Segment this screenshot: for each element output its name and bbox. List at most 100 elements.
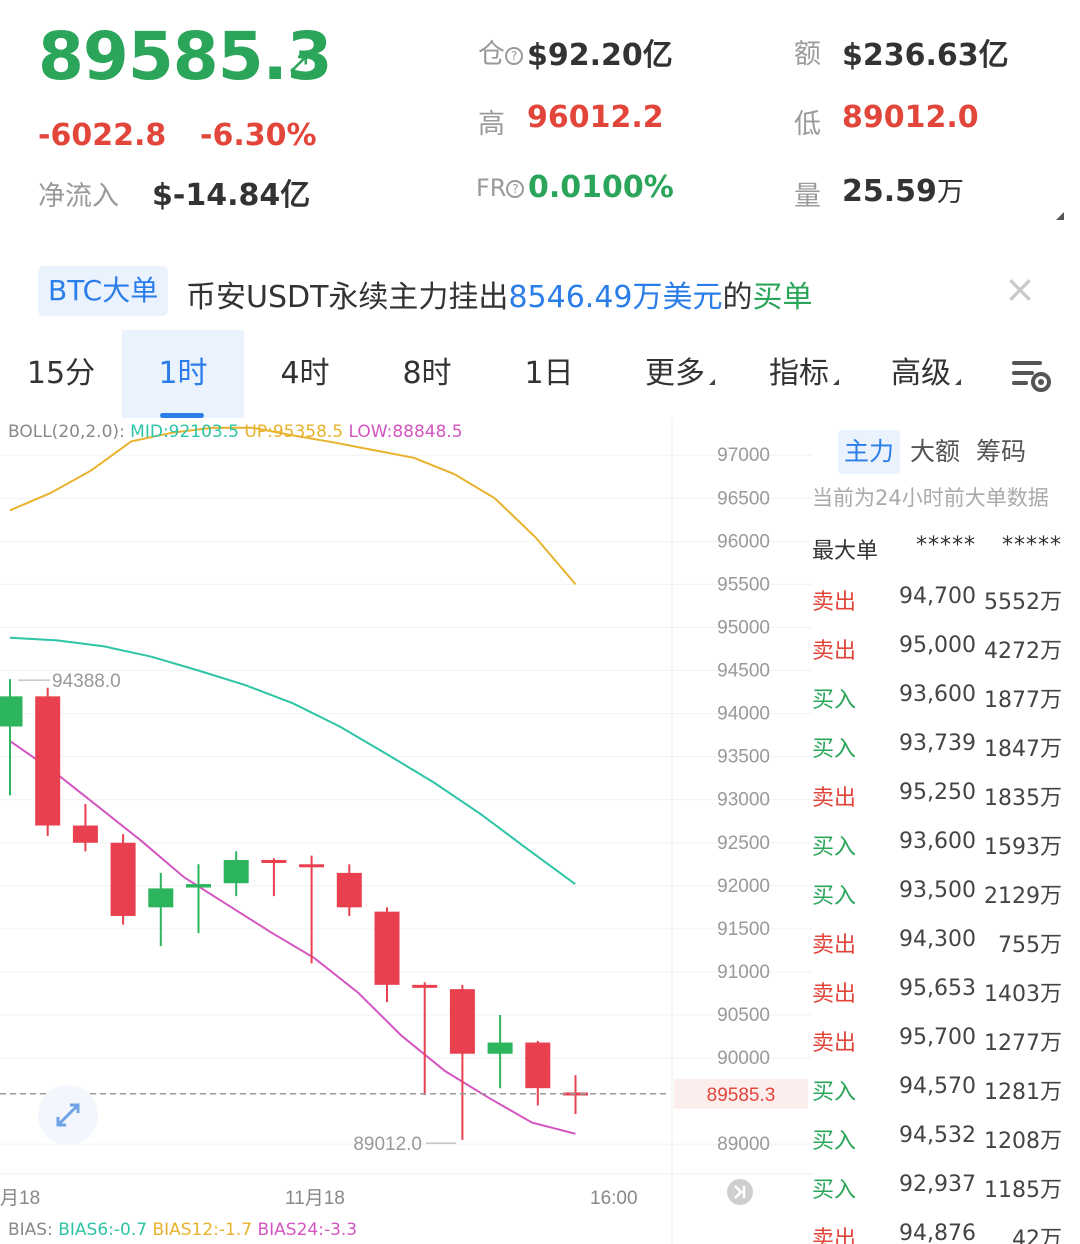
btc-big-order-badge[interactable]: BTC大单 [38, 266, 169, 316]
order-row[interactable]: 卖出 95,653 1403万 [812, 976, 1074, 1007]
expand-corner-icon[interactable] [1056, 212, 1064, 220]
tab-label: 指标 [769, 356, 829, 391]
order-row[interactable]: 卖出 94,300 755万 [812, 927, 1074, 958]
chart-settings-button[interactable] [996, 330, 1066, 418]
net-inflow-value: $-14.84亿 [152, 178, 311, 213]
scroll-latest-icon[interactable] [727, 1179, 753, 1205]
order-row[interactable]: 卖出 95,700 1277万 [812, 1025, 1074, 1056]
close-icon[interactable]: × [1004, 267, 1036, 311]
order-side: 卖出 [812, 786, 857, 811]
tab-15m[interactable]: 15分 [0, 330, 122, 418]
x-tick-label: 月18 [0, 1188, 40, 1209]
order-row[interactable]: 卖出 95,250 1835万 [812, 780, 1074, 811]
open-interest-label-text: 仓 [478, 39, 505, 70]
order-side: 卖出 [812, 639, 857, 664]
candlestick-chart[interactable]: 97000 96500 96000 95500 95000 94500 94000 93500… [0, 418, 812, 1244]
order-price: 93,500 [899, 878, 976, 903]
y-tick-label: 94000 [717, 704, 770, 725]
order-row[interactable]: 卖出 95,000 4272万 [812, 633, 1074, 664]
dropdown-corner-icon [955, 379, 961, 385]
order-row[interactable]: 买入 94,570 1281万 [812, 1074, 1074, 1105]
help-icon[interactable]: ? [506, 180, 525, 198]
order-price: 93,600 [899, 829, 976, 854]
banner-amount: 8546.49万美元 [508, 280, 723, 315]
funding-rate-value: 0.0100% [528, 170, 674, 205]
order-amount: 1593万 [984, 835, 1062, 860]
order-price: 94,300 [899, 927, 976, 952]
candle-body [299, 864, 325, 868]
candle-body [186, 884, 211, 888]
tab-chips[interactable]: 筹码 [976, 437, 1027, 466]
high-value: 96012.2 [527, 100, 664, 135]
candle-body [261, 859, 287, 863]
order-row[interactable]: 买入 93,500 2129万 [812, 878, 1074, 909]
boll-indicator-line: BOLL(20,2.0): MID:92103.5 UP:95358.5 LOW… [8, 422, 463, 442]
tab-label: 8时 [402, 356, 452, 391]
price-change: -6022.8 [38, 118, 167, 153]
order-row[interactable]: 买入 93,600 1877万 [812, 682, 1074, 713]
order-amount: 42万 [1012, 1227, 1062, 1244]
candle-body [110, 842, 136, 916]
order-row[interactable]: 卖出 94,700 5552万 [812, 584, 1074, 615]
candle-body [223, 859, 249, 884]
tab-8h[interactable]: 8时 [366, 330, 488, 418]
order-price: 94,700 [899, 584, 976, 609]
order-row[interactable]: 买入 93,739 1847万 [812, 731, 1074, 762]
order-price: 95,653 [899, 976, 976, 1001]
last-price-tag [674, 1078, 808, 1109]
order-table-header: 最大单 ***** ***** [812, 533, 1074, 564]
funding-rate-label-text: FR [476, 174, 507, 202]
tab-main-force[interactable]: 主力 [838, 430, 901, 474]
tab-label: 4时 [280, 356, 330, 391]
order-side: 买入 [812, 737, 857, 762]
tab-large-amount[interactable]: 大额 [910, 437, 961, 466]
tab-indicators[interactable]: 指标 [744, 330, 864, 418]
order-side: 买入 [812, 1129, 857, 1154]
open-interest-label[interactable]: 仓? [478, 32, 523, 71]
order-price: 95,000 [899, 633, 976, 658]
funding-rate-label[interactable]: FR? [476, 174, 525, 202]
y-tick-label: 97000 [717, 445, 770, 466]
tab-4h[interactable]: 4时 [244, 330, 366, 418]
order-row[interactable]: 买入 93,600 1593万 [812, 829, 1074, 860]
order-amount: 1847万 [984, 737, 1062, 762]
tab-1h[interactable]: 1时 [122, 330, 244, 418]
tab-1d[interactable]: 1日 [488, 330, 610, 418]
volume-label: 量 [794, 181, 821, 212]
help-icon[interactable]: ? [505, 46, 523, 65]
order-amount: 1877万 [984, 688, 1062, 713]
chart-settings-icon [1012, 360, 1051, 392]
candle-body [412, 984, 438, 988]
timeframe-tabs: 15分 1时 4时 8时 1日 更多 指标 高级 [0, 330, 1080, 418]
order-row[interactable]: 卖出 94,876 42万 [812, 1221, 1074, 1244]
y-tick-label: 91500 [717, 919, 770, 940]
high-marker-label: 94388.0 [52, 671, 121, 692]
order-side: 买入 [812, 1080, 857, 1105]
order-amount: 1835万 [984, 786, 1062, 811]
candle-body [35, 696, 61, 826]
low-marker-label: 89012.0 [353, 1134, 422, 1155]
tab-advanced[interactable]: 高级 [866, 330, 986, 418]
last-price-tag-label: 89585.3 [707, 1085, 776, 1106]
up-right-arrow-icon: ↗ [286, 46, 312, 81]
dropdown-corner-icon [833, 379, 839, 385]
y-tick-label: 93500 [717, 747, 770, 768]
order-side: 买入 [812, 688, 857, 713]
low-label: 低 [794, 109, 821, 140]
boll-up: UP:95358.5 [244, 422, 344, 442]
order-side: 买入 [812, 1178, 857, 1203]
fullscreen-icon[interactable] [38, 1085, 98, 1145]
order-side: 买入 [812, 835, 857, 860]
order-row[interactable]: 买入 94,532 1208万 [812, 1123, 1074, 1154]
order-amount: 2129万 [984, 884, 1062, 909]
big-order-banner-text[interactable]: 币安USDT永续主力挂出8546.49万美元的买单 [186, 272, 813, 316]
order-row[interactable]: 买入 92,937 1185万 [812, 1172, 1074, 1203]
tab-more[interactable]: 更多 [620, 330, 740, 418]
order-price: 94,876 [899, 1221, 976, 1244]
dropdown-corner-icon [709, 379, 715, 385]
y-tick-label: 91000 [717, 962, 770, 983]
order-price: 93,600 [899, 682, 976, 707]
order-price: 94,532 [899, 1123, 976, 1148]
bias-name: BIAS: [8, 1220, 53, 1240]
bias6: BIAS6:-0.7 [58, 1220, 148, 1240]
